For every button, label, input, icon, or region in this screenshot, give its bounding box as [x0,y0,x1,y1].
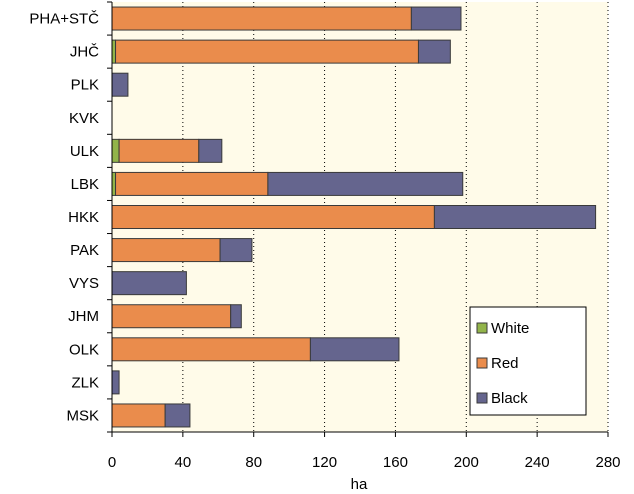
x-axis-title: ha [351,476,368,493]
legend-label-red: Red [491,355,519,372]
legend-swatch-black [476,392,488,404]
category-labels: PHA+STČ JHČ PLK KVK ULK LBK HKK PAK VYS JHM OLK ZLK… [29,11,99,425]
bar-black-5 [267,171,464,196]
category-label: HKK [68,209,99,226]
x-tick-labels: 0 40 80 120 160 200 240 280 [108,454,621,471]
bar-black-8 [111,271,187,296]
bar-white-1 [111,39,117,64]
x-tick-label: 200 [454,454,479,471]
bar-red-12 [111,403,166,428]
bar-red-9 [111,304,232,329]
bar-black-12 [164,403,191,428]
bar-black-10 [309,337,400,362]
category-label: OLK [69,341,99,358]
bar-red-7 [111,238,221,263]
x-tick-label: 280 [595,454,620,471]
x-tick-label: 80 [245,454,262,471]
legend-box [469,306,587,416]
bar-black-1 [417,39,451,64]
bar-red-4 [118,138,200,163]
bar-red-6 [111,205,435,229]
bar-black-11 [111,370,120,395]
category-label: LBK [71,176,99,193]
x-tick-label: 240 [525,454,550,471]
legend: White Red Black [469,306,587,416]
bar-red-0 [111,6,412,31]
bar-black-2 [111,72,129,97]
bar-red-1 [115,39,419,64]
bar-red-5 [115,171,269,196]
category-label: ULK [70,143,99,160]
bar-black-0 [410,6,462,31]
bar-marks [111,6,597,428]
category-label: PHA+STČ [29,11,99,28]
legend-swatch-red [476,357,488,369]
x-tick-label: 0 [108,454,116,471]
x-tick-label: 160 [383,454,408,471]
bar-black-7 [219,238,253,263]
bar-black-6 [433,205,597,229]
bar-red-10 [111,337,311,362]
category-label: JHČ [70,44,99,61]
category-label: ZLK [71,374,99,391]
category-label: MSK [66,407,99,424]
bar-black-4 [198,138,223,163]
legend-label-white: White [491,320,529,337]
category-label: PLK [71,77,99,94]
category-label: JHM [68,308,99,325]
legend-swatch-white [476,322,488,334]
x-tick-label: 120 [312,454,337,471]
legend-label-black: Black [491,390,528,407]
category-label: VYS [69,275,99,292]
bar-white-5 [111,171,117,196]
category-label: KVK [69,110,99,127]
bar-black-9 [230,304,242,329]
axes [107,1,609,437]
x-tick-label: 40 [175,454,192,471]
bar-white-4 [111,138,120,163]
category-label: PAK [70,242,99,259]
